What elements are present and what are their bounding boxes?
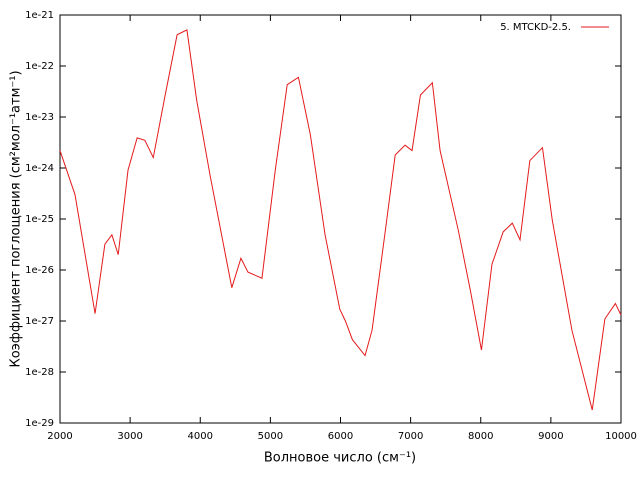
x-tick-label: 2000 bbox=[47, 431, 72, 442]
x-tick-label: 6000 bbox=[328, 431, 353, 442]
y-tick-label: 1e-27 bbox=[25, 316, 54, 327]
x-tick-label: 8000 bbox=[468, 431, 493, 442]
y-tick-label: 1e-25 bbox=[25, 214, 54, 225]
y-axis-label: Коэффициент поглощения (см²мол⁻¹атм⁻¹) bbox=[9, 70, 24, 367]
x-axis-label: Волновое число (см⁻¹) bbox=[264, 451, 416, 466]
x-tick-label: 4000 bbox=[188, 431, 213, 442]
y-tick-label: 1e-28 bbox=[25, 367, 54, 378]
x-tick-label: 9000 bbox=[538, 431, 563, 442]
x-tick-label: 5000 bbox=[258, 431, 283, 442]
y-tick-label: 1e-24 bbox=[25, 163, 54, 174]
x-tick-label: 7000 bbox=[398, 431, 423, 442]
y-tick-label: 1e-22 bbox=[25, 61, 54, 72]
y-tick-label: 1e-29 bbox=[25, 418, 54, 429]
y-tick-label: 1e-26 bbox=[25, 265, 54, 276]
y-tick-label: 1e-21 bbox=[25, 10, 54, 21]
plot-border bbox=[59, 14, 622, 424]
x-tick-label: 10000 bbox=[605, 431, 637, 442]
data-line bbox=[59, 29, 622, 411]
x-tick-label: 3000 bbox=[117, 431, 142, 442]
y-tick-label: 1e-23 bbox=[25, 112, 54, 123]
legend-label: 5. MTCKD-2.5. bbox=[500, 22, 571, 33]
